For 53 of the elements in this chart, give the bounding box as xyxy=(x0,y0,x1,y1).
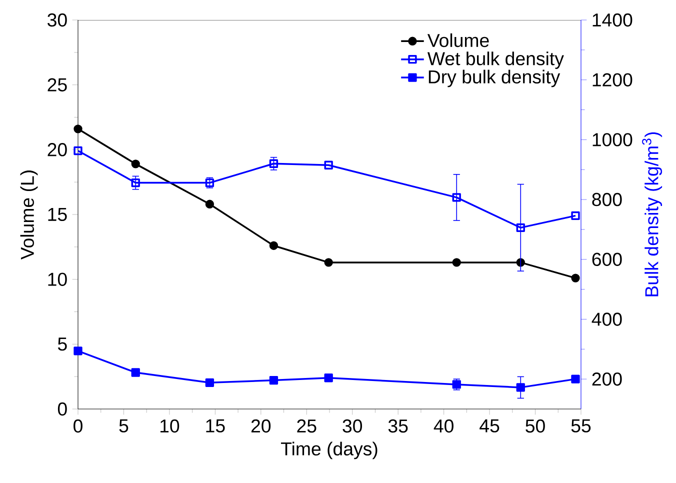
x-tick-label: 5 xyxy=(119,419,128,432)
point xyxy=(324,374,333,382)
point xyxy=(516,223,525,232)
x-tick-label: 10 xyxy=(160,419,180,433)
y2-axis-title: Bulk density (kg/m$^{3}$) xyxy=(642,132,662,296)
point xyxy=(131,368,140,377)
x-tick-label: 50 xyxy=(526,419,545,433)
y2-tick-label: 1400 xyxy=(592,13,632,27)
point xyxy=(131,178,140,188)
x-tick-label: 20 xyxy=(251,419,271,433)
point xyxy=(269,376,278,385)
point xyxy=(269,241,278,250)
point xyxy=(324,258,333,267)
y-axis-title: Volume (L) xyxy=(20,170,38,260)
y-tick-label: 25 xyxy=(48,78,67,92)
point xyxy=(74,346,82,356)
legend-label: Dry bulk density xyxy=(428,70,560,88)
y2-tick-label: 800 xyxy=(592,192,622,206)
y2-tick-label: 400 xyxy=(592,312,622,326)
x-tick-label: 35 xyxy=(388,419,408,433)
x-axis-title: Time (days) xyxy=(281,442,378,460)
y2-tick-label: 1200 xyxy=(592,73,632,86)
point xyxy=(516,383,525,392)
y-tick-label: 20 xyxy=(48,143,67,156)
point xyxy=(205,378,214,387)
x-tick-label: 25 xyxy=(297,419,316,433)
point xyxy=(571,211,580,220)
point xyxy=(74,146,82,156)
x-tick-label: 40 xyxy=(434,419,454,433)
point xyxy=(131,160,140,168)
y-tick-label: 0 xyxy=(58,402,67,416)
point xyxy=(452,258,461,267)
point xyxy=(269,159,278,168)
legend-label: Wet bulk density xyxy=(427,52,564,69)
x-tick-label: 30 xyxy=(342,419,362,433)
point xyxy=(571,374,580,384)
x-tick-label: 0 xyxy=(74,419,82,433)
x-tick-label: 45 xyxy=(480,419,500,432)
x-tick-label: 15 xyxy=(206,419,225,432)
x-tick-label: 55 xyxy=(571,419,591,432)
legend-label: Volume xyxy=(427,33,489,48)
point xyxy=(452,193,461,202)
y2-tick-label: 200 xyxy=(592,372,622,386)
y2-tick-label: 1000 xyxy=(592,133,632,146)
y-tick-label: 10 xyxy=(48,272,67,286)
y-tick-label: 30 xyxy=(48,13,67,27)
y-tick-label: 5 xyxy=(58,338,67,351)
point xyxy=(324,160,333,170)
point xyxy=(205,200,214,208)
y2-tick-label: 600 xyxy=(592,252,622,266)
point xyxy=(571,274,580,282)
y-tick-label: 15 xyxy=(48,208,67,222)
point xyxy=(74,124,82,134)
